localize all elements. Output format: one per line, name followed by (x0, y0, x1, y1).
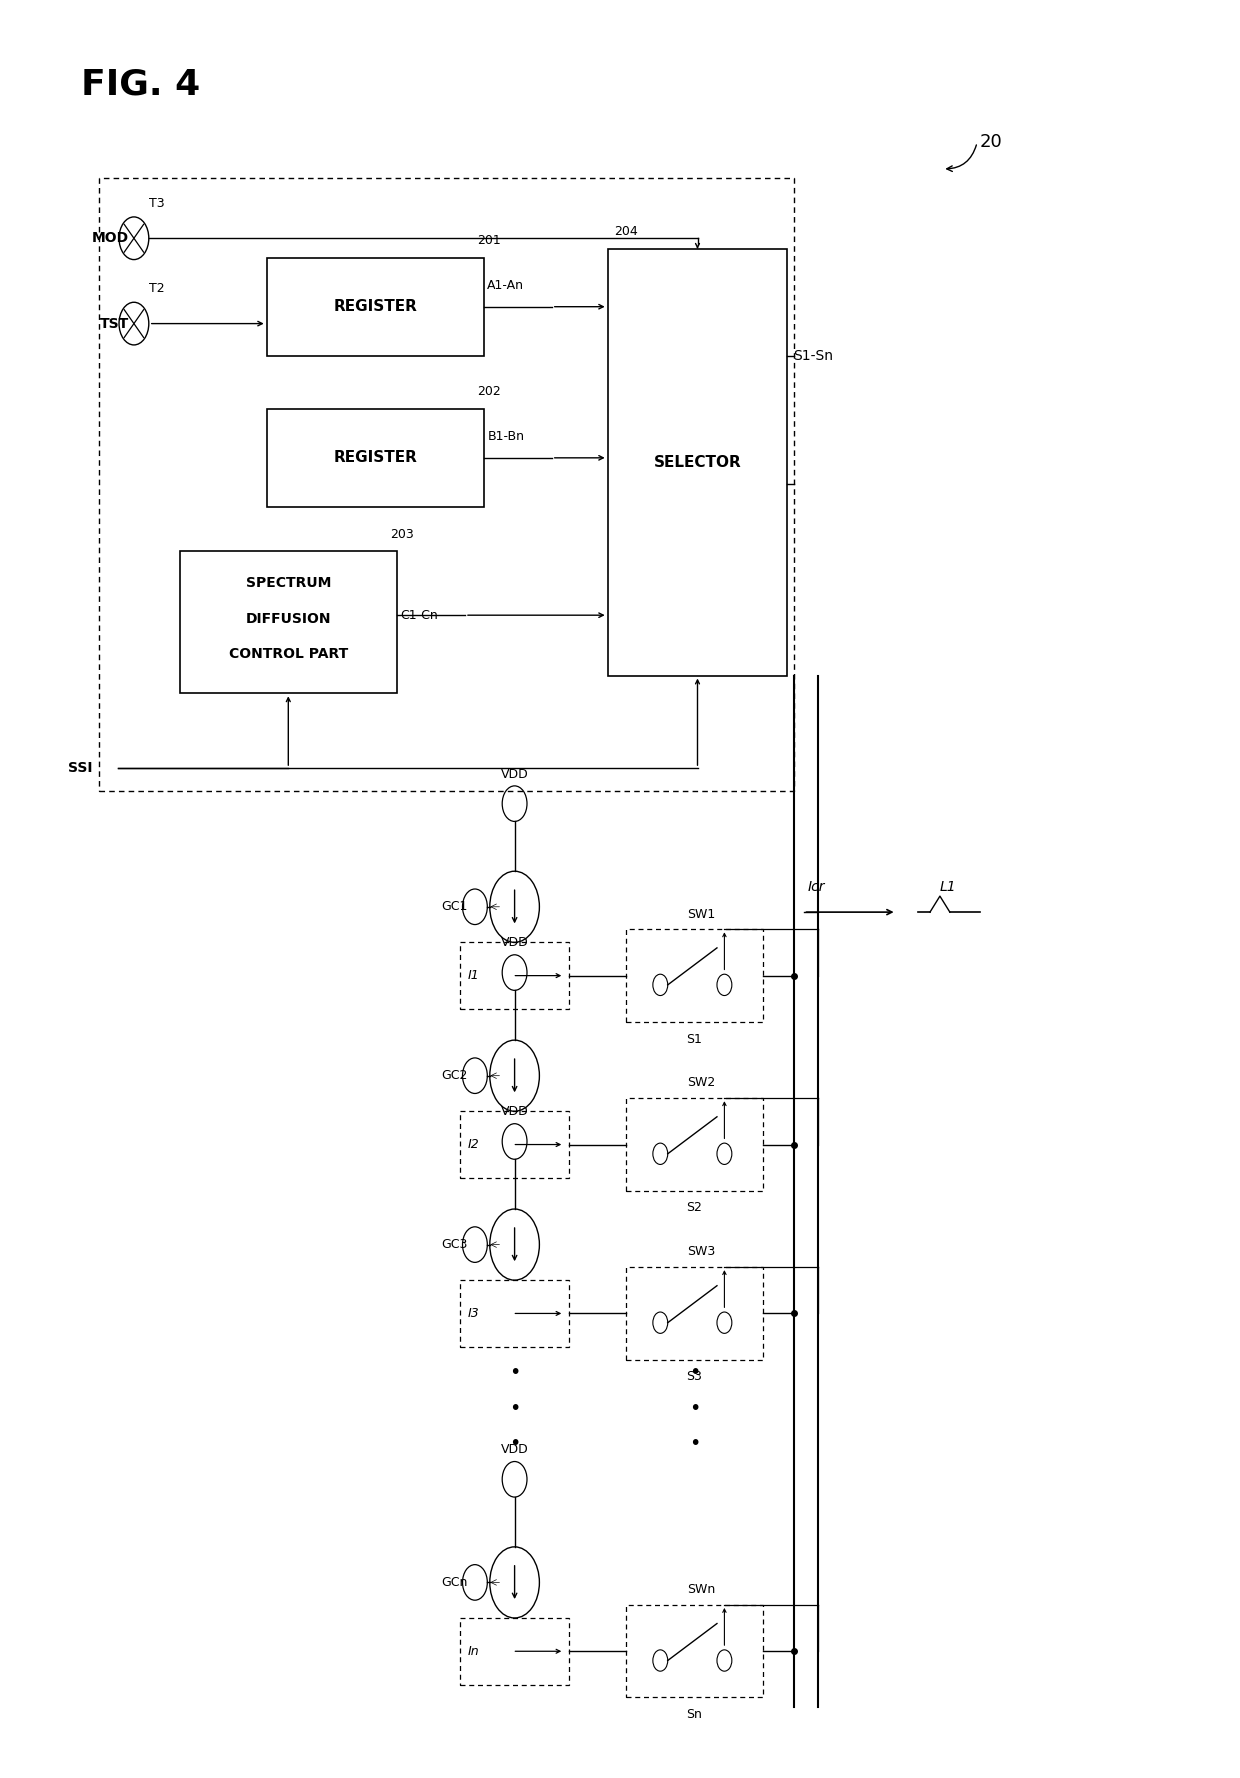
Text: S1-Sn: S1-Sn (794, 348, 833, 363)
Text: VDD: VDD (501, 937, 528, 949)
Text: L1: L1 (940, 880, 956, 894)
Text: I1: I1 (467, 969, 479, 981)
Text: VDD: VDD (501, 1444, 528, 1456)
Bar (180, 551, 397, 693)
Text: GC3: GC3 (441, 1237, 467, 1252)
Bar (267, 409, 484, 507)
Bar (626, 1099, 763, 1191)
Text: •: • (508, 1399, 521, 1417)
Text: In: In (467, 1645, 479, 1657)
Text: •: • (688, 1364, 701, 1382)
Text: T2: T2 (149, 283, 165, 295)
Bar (626, 930, 763, 1022)
Text: •: • (508, 1435, 521, 1453)
Text: S2: S2 (687, 1202, 702, 1214)
Bar (99, 178, 794, 791)
Text: SW2: SW2 (687, 1076, 715, 1090)
Text: S1: S1 (687, 1033, 702, 1045)
Text: SSI: SSI (68, 761, 93, 775)
Text: I2: I2 (467, 1138, 479, 1150)
Text: CONTROL PART: CONTROL PART (228, 647, 348, 661)
Text: DIFFUSION: DIFFUSION (246, 612, 331, 626)
Text: I3: I3 (467, 1307, 479, 1319)
Text: SW1: SW1 (687, 907, 715, 921)
Text: FIG. 4: FIG. 4 (81, 68, 200, 101)
Bar (626, 1268, 763, 1360)
Bar (608, 249, 787, 676)
Bar (626, 1606, 763, 1698)
Text: T3: T3 (149, 197, 165, 210)
Text: 204: 204 (614, 226, 637, 238)
Text: REGISTER: REGISTER (334, 450, 417, 466)
Text: GC1: GC1 (441, 900, 467, 914)
Text: 202: 202 (477, 386, 501, 398)
Text: •: • (508, 1364, 521, 1382)
Text: 20: 20 (980, 133, 1002, 151)
Text: Sn: Sn (687, 1709, 702, 1721)
Text: B1-Bn: B1-Bn (487, 430, 525, 443)
Text: SPECTRUM: SPECTRUM (246, 576, 331, 590)
Bar (267, 258, 484, 356)
Bar (460, 1280, 569, 1346)
Text: 201: 201 (477, 235, 501, 247)
Text: SW3: SW3 (687, 1245, 715, 1259)
Text: A1-An: A1-An (487, 279, 525, 292)
Bar (460, 1111, 569, 1177)
Bar (460, 1618, 569, 1684)
Text: SWn: SWn (687, 1582, 715, 1597)
Text: •: • (688, 1399, 701, 1417)
Bar (460, 942, 569, 1008)
Text: TST: TST (99, 316, 129, 331)
Text: VDD: VDD (501, 768, 528, 781)
Text: •: • (688, 1435, 701, 1453)
Text: VDD: VDD (501, 1106, 528, 1118)
Text: Icr: Icr (807, 880, 825, 894)
Text: GCn: GCn (441, 1575, 467, 1590)
Text: 203: 203 (391, 528, 414, 541)
Text: GC2: GC2 (441, 1069, 467, 1083)
Text: S3: S3 (687, 1371, 702, 1383)
Text: C1-Cn: C1-Cn (401, 608, 438, 622)
Text: MOD: MOD (92, 231, 129, 245)
Text: SELECTOR: SELECTOR (653, 455, 742, 469)
Text: REGISTER: REGISTER (334, 299, 417, 315)
